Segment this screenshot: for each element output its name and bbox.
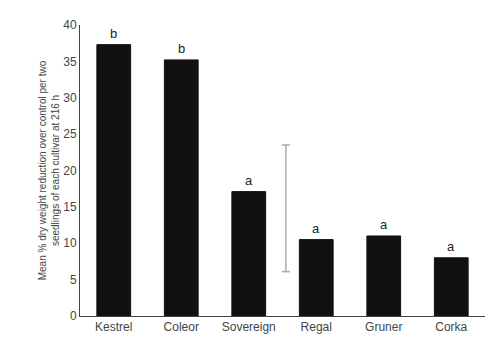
svg-text:a: a	[447, 239, 455, 254]
svg-text:Corka: Corka	[435, 320, 467, 334]
svg-text:20: 20	[63, 164, 77, 178]
svg-text:Sovereign: Sovereign	[222, 320, 276, 334]
svg-text:a: a	[312, 221, 320, 236]
svg-text:b: b	[178, 41, 185, 56]
svg-text:Gruner: Gruner	[365, 320, 402, 334]
svg-text:b: b	[110, 26, 117, 41]
svg-text:30: 30	[63, 91, 77, 105]
svg-text:40: 40	[63, 18, 77, 32]
svg-text:35: 35	[63, 55, 77, 69]
svg-text:5: 5	[70, 273, 77, 287]
svg-text:0: 0	[70, 309, 77, 323]
svg-text:10: 10	[63, 236, 77, 250]
svg-text:a: a	[380, 217, 388, 232]
svg-text:Regal: Regal	[301, 320, 332, 334]
svg-text:Kestrel: Kestrel	[95, 320, 132, 334]
svg-text:a: a	[245, 173, 253, 188]
svg-text:Mean % dry weight reduction ov: Mean % dry weight reduction over control…	[37, 60, 61, 280]
svg-text:25: 25	[63, 127, 77, 141]
svg-text:15: 15	[63, 200, 77, 214]
svg-text:Coleor: Coleor	[164, 320, 199, 334]
